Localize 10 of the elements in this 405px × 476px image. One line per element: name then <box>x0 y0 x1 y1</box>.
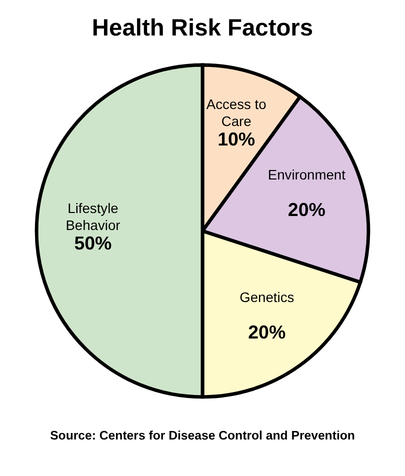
data-label: 10% <box>218 128 256 150</box>
data-label: 20% <box>248 321 286 342</box>
slice-label: Lifestyle Behavior <box>66 200 121 233</box>
data-label: 20% <box>288 198 326 220</box>
source-note: Source: Centers for Disease Control and Prevention <box>50 428 355 442</box>
slice-label: Genetics <box>240 288 294 305</box>
data-label: 50% <box>74 232 112 254</box>
chart-title: Health Risk Factors <box>92 15 314 42</box>
slice-label: Environment <box>268 166 346 182</box>
slice-label: Access to Care <box>206 96 267 129</box>
